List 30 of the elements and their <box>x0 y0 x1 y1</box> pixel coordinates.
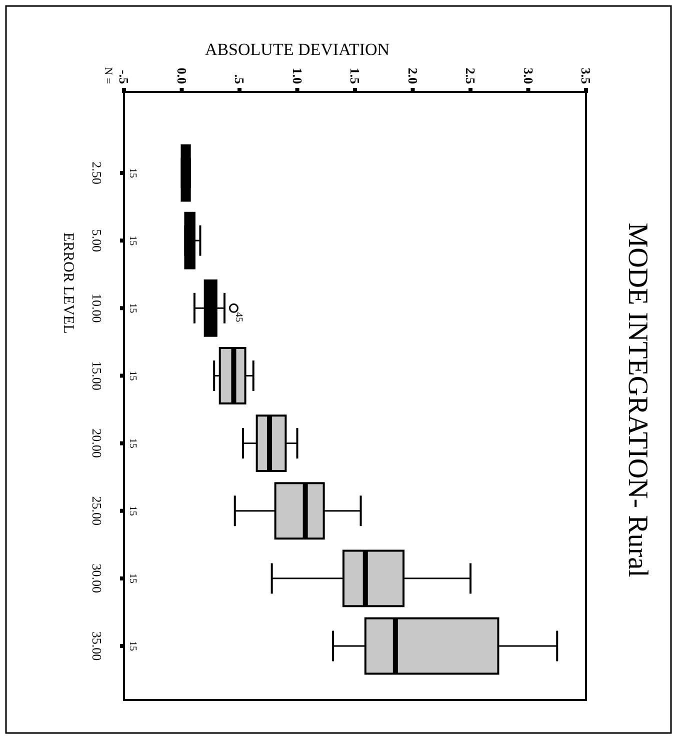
annotation: 15 <box>127 573 138 584</box>
y-tick-label: 10.00 <box>89 294 104 323</box>
annotation: 15 <box>127 641 138 651</box>
y-tick-label: 30.00 <box>89 564 104 594</box>
y-tick-label: 20.00 <box>89 428 104 458</box>
annotation: 15 <box>127 370 138 381</box>
x-tick-label: .5 <box>232 74 247 84</box>
y-tick-label: 35.00 <box>89 631 104 661</box>
x-tick-label: 0.0 <box>174 68 190 84</box>
x-tick-label: 1.5 <box>348 68 362 84</box>
y-tick-label: 5.00 <box>89 229 104 252</box>
text: N = <box>102 67 114 84</box>
y-tick-label: 25.00 <box>89 496 104 526</box>
y-tick-label: 15.00 <box>89 361 104 390</box>
x-tick-label: 1.0 <box>290 68 305 84</box>
x-axis-title: ABSOLUTE DEVIATION <box>204 40 390 59</box>
annotation: 45 <box>233 312 244 322</box>
annotation: 15 <box>127 168 138 178</box>
y-axis-title: ERROR LEVEL <box>60 232 76 334</box>
x-tick-label: 3.0 <box>520 68 536 84</box>
y-tick-label: 2.50 <box>89 162 104 184</box>
x-tick-label: 2.5 <box>463 68 478 84</box>
annotation: 15 <box>127 438 138 448</box>
annotation: 15 <box>127 303 138 314</box>
text: MODE INTEGRATION- Rural <box>622 222 653 578</box>
annotation: 15 <box>127 236 138 246</box>
x-tick-label: -.5 <box>116 70 132 84</box>
x-tick-label: 2.0 <box>405 68 420 84</box>
x-tick-label: 3.5 <box>578 68 594 84</box>
annotation: 15 <box>127 506 138 516</box>
